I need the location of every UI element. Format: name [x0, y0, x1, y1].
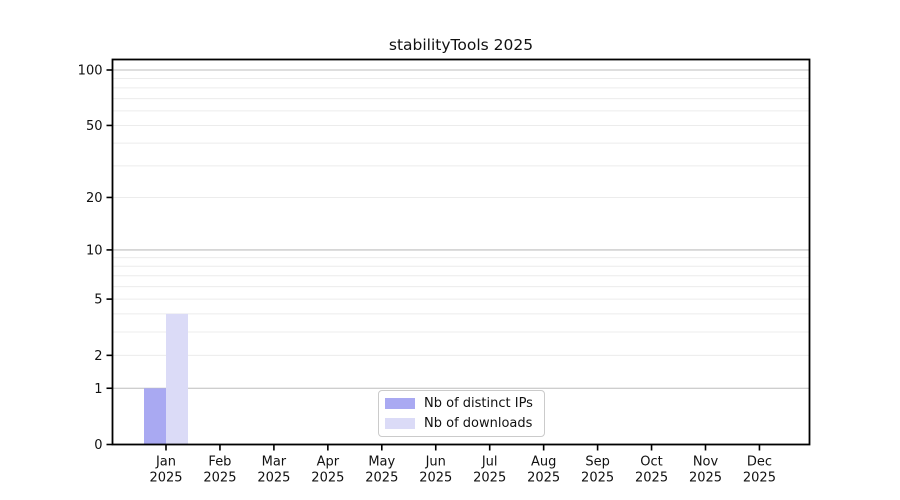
x-tick-label-month: Mar	[262, 455, 287, 470]
x-tick-label-month: Nov	[693, 455, 719, 470]
x-tick-label-year: 2025	[743, 471, 776, 486]
x-tick-label-month: Aug	[531, 455, 556, 470]
legend: Nb of distinct IPs Nb of downloads	[378, 390, 545, 437]
x-tick-label-year: 2025	[527, 471, 560, 486]
legend-label-downloads: Nb of downloads	[424, 416, 533, 431]
legend-item-distinct-ips: Nb of distinct IPs	[385, 397, 536, 410]
x-tick-label-month: Jun	[425, 455, 446, 470]
chart-title: stabilityTools 2025	[388, 36, 534, 54]
legend-swatch-downloads-icon	[385, 418, 415, 429]
y-tick-label: 0	[94, 438, 102, 453]
y-tick-label: 5	[94, 293, 102, 308]
legend-item-downloads: Nb of downloads	[385, 417, 536, 430]
x-tick-label-month: Jan	[155, 455, 176, 470]
y-tick-label: 2	[94, 349, 102, 364]
bar-distinct-ips-jan	[144, 388, 166, 445]
legend-label-distinct-ips: Nb of distinct IPs	[424, 396, 533, 411]
x-tick-label-month: Apr	[317, 455, 340, 470]
x-tick-label-year: 2025	[311, 471, 344, 486]
x-tick-label-month: Feb	[208, 455, 231, 470]
x-tick-label-year: 2025	[635, 471, 668, 486]
bar-downloads-jan	[166, 313, 188, 445]
x-tick-label-year: 2025	[419, 471, 452, 486]
x-tick-label-month: Jul	[481, 455, 498, 470]
x-tick-label-month: Sep	[585, 455, 610, 470]
x-tick-label-month: May	[368, 455, 395, 470]
y-tick-label: 100	[78, 64, 103, 79]
x-tick-label-year: 2025	[203, 471, 236, 486]
legend-swatch-distinct-ips-icon	[385, 398, 415, 409]
x-tick-label-year: 2025	[365, 471, 398, 486]
x-tick-label-month: Oct	[640, 455, 662, 470]
y-tick-label: 50	[86, 119, 103, 134]
y-tick-label: 1	[94, 382, 102, 397]
y-tick-label: 20	[86, 191, 103, 206]
x-tick-label-month: Dec	[747, 455, 772, 470]
x-tick-label-year: 2025	[149, 471, 182, 486]
x-tick-label-year: 2025	[257, 471, 290, 486]
x-tick-label-year: 2025	[689, 471, 722, 486]
plot-border	[111, 58, 811, 446]
x-tick-label-year: 2025	[581, 471, 614, 486]
x-tick-label-year: 2025	[473, 471, 506, 486]
y-tick-label: 10	[86, 243, 103, 258]
